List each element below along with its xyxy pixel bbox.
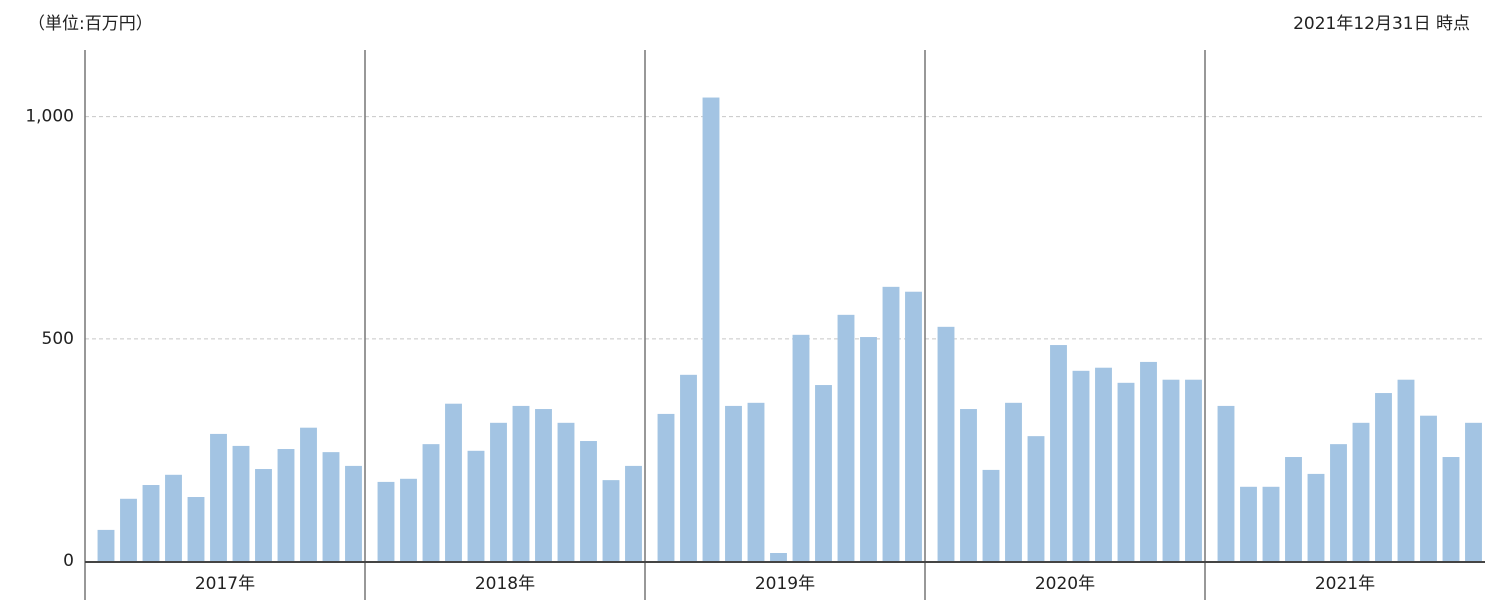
bar (1027, 436, 1045, 561)
y-tick-label: 500 (42, 329, 74, 349)
bar (680, 374, 697, 561)
bar (1420, 415, 1437, 561)
bar (422, 444, 440, 561)
bar (960, 409, 977, 561)
bar (625, 465, 642, 561)
bar (377, 481, 395, 561)
bar (937, 326, 955, 561)
bar (815, 385, 832, 561)
x-group-label: 2019年 (755, 574, 815, 594)
bar (322, 452, 340, 561)
bar (1465, 422, 1482, 561)
x-group-label: 2021年 (1315, 574, 1375, 594)
bar (580, 441, 597, 561)
x-group-label: 2018年 (475, 574, 535, 594)
bar (300, 427, 317, 561)
bar (512, 405, 530, 561)
bar (232, 445, 250, 561)
bar (557, 422, 575, 561)
bar (1217, 405, 1235, 561)
bar (97, 529, 115, 561)
bar (1162, 379, 1180, 561)
bar (1352, 422, 1370, 561)
bar (792, 334, 810, 561)
bar (770, 553, 787, 561)
bar (255, 469, 272, 561)
bar (1307, 473, 1325, 561)
bar (1397, 379, 1415, 561)
x-group-label: 2020年 (1035, 574, 1095, 594)
as-of-date: 2021年12月31日 時点 (1293, 14, 1470, 34)
bar (747, 402, 765, 561)
bar (1050, 345, 1067, 561)
y-tick-label: 1,000 (25, 107, 74, 127)
unit-label: （単位:百万円） (28, 14, 153, 34)
bar (1140, 361, 1157, 561)
bar (400, 478, 417, 561)
bar (445, 403, 462, 561)
y-tick-label: 0 (63, 551, 74, 571)
bar (1240, 486, 1257, 561)
bar (120, 498, 137, 561)
bar (142, 485, 160, 561)
bar (1117, 382, 1135, 561)
bar (1095, 367, 1112, 561)
bar (602, 480, 620, 561)
bar (187, 497, 205, 561)
bar (860, 337, 877, 561)
bar (490, 422, 507, 561)
bar (467, 450, 485, 561)
bar (1330, 444, 1347, 561)
x-group-label: 2017年 (195, 574, 255, 594)
bar (345, 465, 362, 561)
bar (1375, 393, 1392, 561)
bar (1072, 370, 1090, 561)
bar (725, 405, 742, 561)
bar (657, 413, 675, 561)
bar (277, 449, 295, 561)
bar (1185, 379, 1202, 561)
bar (1285, 457, 1302, 561)
bar (905, 291, 922, 561)
bar (1442, 457, 1460, 561)
bar (210, 433, 227, 561)
bar (165, 474, 182, 561)
bar (882, 286, 900, 561)
bar (1005, 402, 1022, 561)
bar (702, 97, 720, 561)
bar (535, 409, 552, 561)
bar (837, 314, 855, 561)
bar (982, 469, 1000, 561)
bar (1262, 486, 1280, 561)
